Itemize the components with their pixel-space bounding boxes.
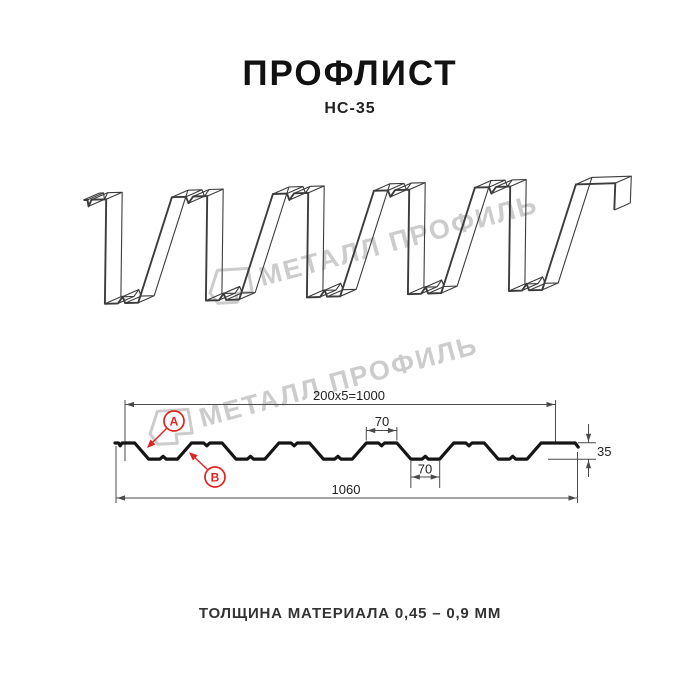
sheet-rib-edge — [474, 180, 492, 189]
sheet-rib-edge — [106, 191, 123, 200]
sheet-rib-edge — [526, 276, 543, 285]
watermark-text: МЕТАЛЛ ПРОФИЛЬ — [256, 189, 541, 292]
dim-height: 35 — [597, 444, 611, 459]
dimension-arrow-icon — [387, 427, 396, 434]
sheet-rib-edge — [122, 289, 139, 298]
profile-cross-section — [113, 400, 596, 503]
sheet-rib-edge — [409, 182, 426, 191]
sheet-rib-edge — [293, 185, 311, 194]
sheet-rib-edge — [425, 279, 442, 288]
sheet-rib-edge — [207, 188, 224, 197]
sheet-rib-edge — [306, 289, 324, 298]
page-title: ПРОФЛИСТ — [242, 54, 458, 93]
sheet-rib-edge — [491, 186, 508, 195]
sheet-rib-edge — [420, 286, 438, 295]
sheet-rib-edge — [488, 179, 506, 188]
sheet-rib-edge — [615, 175, 632, 184]
sheet-rib-edge — [495, 179, 513, 188]
sheet-rib-edge — [521, 283, 539, 292]
sheet-rib-edge — [324, 282, 341, 291]
watermark-text: МЕТАЛЛ ПРОФИЛЬ — [196, 330, 481, 433]
sheet-rib-edge — [508, 283, 526, 292]
sheet-rib-edge — [88, 198, 105, 207]
sheet-rib-edge — [185, 189, 203, 198]
sheet-rib-edge — [319, 289, 337, 298]
callout-b-label: В — [211, 471, 220, 485]
sheet-rib-edge — [238, 292, 256, 301]
sheet-rib-edge — [192, 189, 210, 198]
dim-crest-width: 70 — [375, 414, 389, 429]
profile-outline — [113, 441, 580, 461]
dimension-arrow-icon — [126, 401, 134, 408]
page-subtitle: НС-35 — [324, 100, 376, 117]
sheet-rib-edge — [117, 295, 135, 304]
sheet-rib-edge — [339, 288, 357, 297]
dimension-arrow-icon — [568, 495, 577, 501]
callout-a: А — [147, 410, 185, 448]
sheet-rib-edge — [308, 185, 325, 194]
sheet-rib-edge — [124, 295, 142, 304]
sheet-rib-edge — [387, 182, 405, 191]
dim-valley-width: 70 — [418, 462, 432, 477]
callout-b: В — [189, 452, 226, 488]
sheet-front-edge — [83, 182, 617, 305]
sheet-rib-edge — [289, 192, 306, 201]
dimension-arrow-icon — [585, 460, 592, 469]
sheet-rib-edge — [510, 178, 527, 187]
sheet-rib-edge — [87, 192, 104, 201]
sheet-rib-edge — [614, 202, 631, 211]
sheet-rib-edge — [575, 176, 593, 185]
sheet-rib-edge — [373, 183, 391, 192]
sheet-rib-edge — [205, 293, 223, 302]
dimension-arrow-icon — [430, 474, 439, 480]
sheet-rib-edge — [390, 189, 407, 198]
sheet-rib-edge — [407, 286, 425, 295]
dimension-arrow-icon — [585, 433, 592, 442]
sheet-rib-edge — [218, 292, 236, 301]
sheet-rib-edge — [394, 182, 412, 191]
dimension-arrow-icon — [546, 401, 555, 408]
sheet-rib-edge — [171, 189, 189, 198]
sheet-rib-edge — [286, 186, 304, 195]
dimension-arrow-icon — [367, 427, 376, 434]
dimension-arrow-icon — [411, 474, 420, 480]
callout-a-label: А — [170, 415, 179, 429]
sheet-rib-edge — [91, 192, 108, 201]
dim-useful-width: 200x5=1000 — [313, 388, 385, 403]
thickness-note: ТОЛЩИНА МАТЕРИАЛА 0,45 – 0,9 ММ — [198, 605, 502, 622]
sheet-rib-edge — [83, 192, 100, 201]
metall-profil-logo-icon — [148, 407, 194, 446]
dim-overall-width: 1060 — [332, 482, 361, 497]
sheet-rib-edge — [272, 186, 290, 195]
sheet-rib-edge — [188, 195, 205, 204]
sheet-rib-edge — [427, 286, 445, 295]
sheet-rib-edge — [137, 295, 155, 304]
sheet-rib-edge — [528, 282, 546, 291]
sheet-rib-edge — [104, 296, 122, 305]
sheet-rib-edge — [440, 285, 458, 294]
profile-3d-view — [83, 175, 632, 305]
sheet-rib-edge — [223, 285, 240, 294]
dimension-arrow-icon — [117, 495, 125, 501]
sheet-rib-edge — [225, 292, 243, 301]
sheet-rib-edge — [326, 289, 344, 298]
sheet-rib-edge — [541, 282, 559, 291]
